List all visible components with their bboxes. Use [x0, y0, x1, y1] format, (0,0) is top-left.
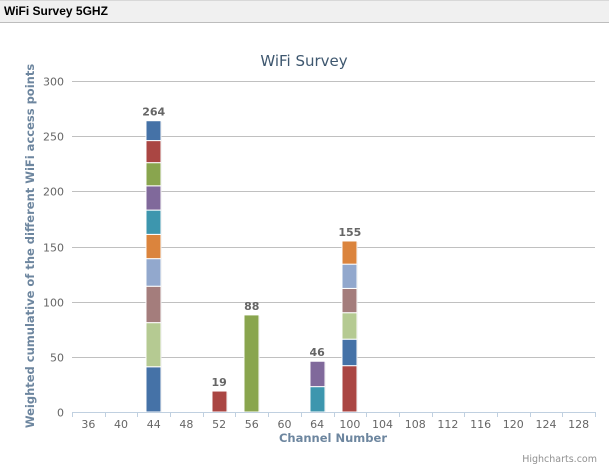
stack-total-label: 88 — [244, 300, 259, 313]
panel-header: WiFi Survey 5GHZ — [0, 0, 609, 23]
chart-title: WiFi Survey — [260, 52, 347, 70]
y-axis-title: Weighted cumulative of the different WiF… — [23, 64, 37, 428]
x-tick-label: 124 — [535, 418, 556, 431]
bar-segment[interactable] — [145, 140, 162, 164]
x-tick-label: 128 — [568, 418, 589, 431]
bar-segment[interactable] — [341, 240, 358, 265]
bar-segment[interactable] — [341, 338, 358, 367]
x-tick-label: 40 — [114, 418, 128, 431]
x-tick-label: 48 — [179, 418, 193, 431]
x-tick-label: 108 — [405, 418, 426, 431]
bar-segment[interactable] — [341, 312, 358, 340]
stack-channel-100 — [341, 240, 358, 413]
bar-segment[interactable] — [341, 365, 358, 413]
bar-segment[interactable] — [309, 386, 326, 413]
bar-segment[interactable] — [309, 360, 326, 388]
y-tick-label: 250 — [43, 131, 64, 144]
stack-channel-44 — [145, 120, 162, 413]
bar-segment[interactable] — [145, 322, 162, 368]
stacked-bars — [145, 120, 358, 413]
y-tick-label: 150 — [43, 242, 64, 255]
x-axis: 36 40 44 48 52 56 60 64 100 104 108 112 116 120 124 128 — [72, 412, 596, 431]
stack-channel-52 — [211, 390, 228, 413]
x-tick-label: 120 — [503, 418, 524, 431]
stack-channel-64 — [309, 360, 326, 413]
bar-segment[interactable] — [341, 287, 358, 314]
y-tick-labels: 0 50 100 150 200 250 300 — [43, 76, 64, 420]
bar-segment[interactable] — [145, 233, 162, 260]
bar-segment[interactable] — [145, 285, 162, 324]
bar-segment[interactable] — [341, 263, 358, 289]
bar-segment[interactable] — [211, 390, 228, 413]
stack-total-label: 264 — [142, 106, 165, 119]
x-tick-label: 100 — [339, 418, 360, 431]
x-tick-label: 44 — [147, 418, 161, 431]
x-tick-label: 56 — [245, 418, 259, 431]
stack-total-label: 155 — [338, 226, 361, 239]
x-tick-label: 36 — [81, 418, 95, 431]
bar-segment[interactable] — [243, 314, 260, 413]
y-tick-label: 100 — [43, 297, 64, 310]
bar-segment[interactable] — [145, 258, 162, 287]
stack-total-label: 19 — [211, 376, 226, 389]
stack-total-labels: 264 19 88 46 155 — [142, 106, 361, 389]
panel-title: WiFi Survey 5GHZ — [4, 4, 108, 18]
x-tick-label: 112 — [437, 418, 458, 431]
x-axis-title: Channel Number — [279, 431, 387, 445]
stack-total-label: 46 — [310, 346, 326, 359]
x-tick-label: 116 — [470, 418, 491, 431]
y-tick-label: 0 — [57, 407, 64, 420]
credits-link[interactable]: Highcharts.com — [522, 454, 597, 465]
y-tick-label: 200 — [43, 186, 64, 199]
stack-channel-56 — [243, 314, 260, 413]
bar-segment[interactable] — [145, 209, 162, 235]
bar-segment[interactable] — [145, 162, 162, 187]
y-tick-label: 300 — [43, 76, 64, 89]
x-tick-label: 52 — [212, 418, 226, 431]
x-tick-label: 60 — [277, 418, 291, 431]
x-tick-label: 104 — [372, 418, 393, 431]
y-tick-label: 50 — [50, 352, 64, 365]
bar-segment[interactable] — [145, 185, 162, 211]
bar-segment[interactable] — [145, 120, 162, 142]
x-tick-label: 64 — [310, 418, 324, 431]
bar-segment[interactable] — [145, 366, 162, 413]
